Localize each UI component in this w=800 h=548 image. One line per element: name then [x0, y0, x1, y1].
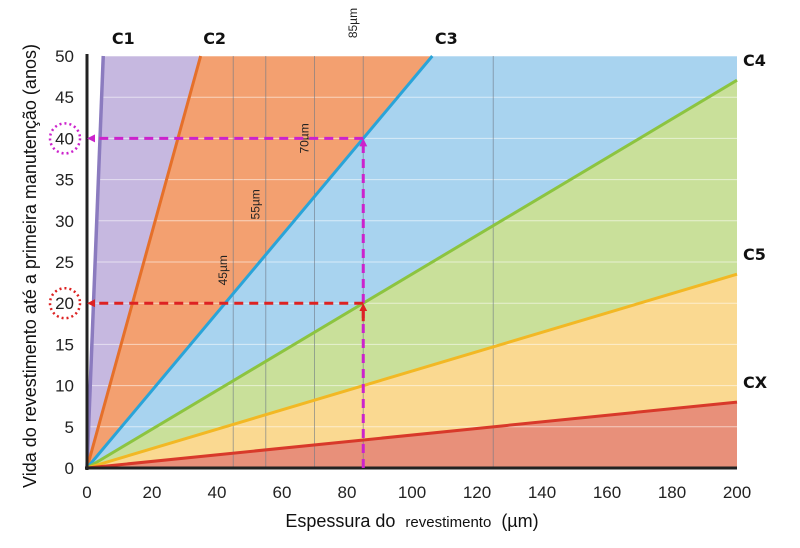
thickness-label-85: 85µm [346, 8, 360, 38]
line-c5 [86, 272, 738, 470]
line-cx [86, 400, 738, 470]
y-tick-25: 25 [55, 253, 74, 272]
x-axis-title-unit: (µm) [501, 511, 538, 531]
line-c4 [86, 78, 738, 470]
y-tick-0: 0 [65, 459, 74, 478]
series-label-cx: CX [743, 373, 768, 392]
x-tick-160: 160 [593, 483, 621, 502]
line-c1 [85, 55, 105, 469]
series-label-c5: C5 [743, 245, 766, 264]
annotation-circle-20 [48, 286, 82, 320]
x-tick-200: 200 [723, 483, 751, 502]
thickness-label-70: 70µm [298, 123, 312, 153]
y-tick-5: 5 [65, 418, 74, 437]
y-tick-40: 40 [55, 129, 74, 148]
y-tick-10: 10 [55, 377, 74, 396]
chart-axes [85, 54, 737, 470]
y-axis-title: Vida do revestimento até a primeira manu… [20, 44, 40, 488]
x-tick-140: 140 [528, 483, 556, 502]
y-tick-labels: 0 5 10 15 20 25 30 35 40 45 50 [55, 47, 74, 478]
thickness-label-55: 55µm [249, 189, 263, 219]
series-labels: C1 C2 C3 C4 C5 CX [112, 29, 768, 392]
y-tick-45: 45 [55, 88, 74, 107]
annotation-markers [48, 122, 368, 468]
y-tick-35: 35 [55, 171, 74, 190]
series-label-c3: C3 [435, 29, 458, 48]
x-axis-title: Espessura do revestimento (µm) [285, 511, 538, 531]
x-tick-labels: 0 20 40 60 80 100 120 140 160 180 200 [82, 483, 751, 502]
line-c3 [85, 55, 434, 469]
x-axis-title-main: Espessura do [285, 511, 395, 531]
y-tick-15: 15 [55, 335, 74, 354]
line-c2 [85, 55, 203, 469]
x-tick-120: 120 [463, 483, 491, 502]
series-label-c1: C1 [112, 29, 135, 48]
x-tick-40: 40 [208, 483, 227, 502]
thickness-label-45: 45µm [216, 255, 230, 285]
chart-series-lines [85, 55, 738, 470]
x-tick-100: 100 [398, 483, 426, 502]
x-axis-title-rest: revestimento [405, 514, 491, 531]
x-tick-80: 80 [338, 483, 357, 502]
x-tick-60: 60 [273, 483, 292, 502]
y-tick-20: 20 [55, 294, 74, 313]
series-label-c4: C4 [743, 51, 766, 70]
thickness-labels: 45µm55µm70µm85µm125µm [216, 8, 360, 285]
annotation-circle-40 [48, 122, 82, 155]
x-tick-0: 0 [82, 483, 91, 502]
y-tick-50: 50 [55, 47, 74, 66]
y-tick-30: 30 [55, 212, 74, 231]
series-label-c2: C2 [203, 29, 226, 48]
x-tick-20: 20 [143, 483, 162, 502]
x-tick-180: 180 [658, 483, 686, 502]
